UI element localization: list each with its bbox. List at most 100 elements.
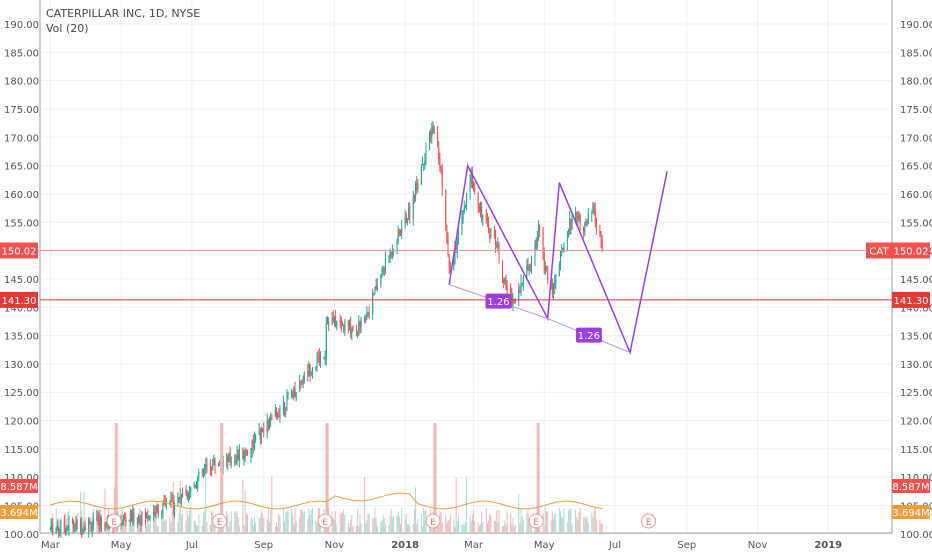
candle-body <box>466 193 468 207</box>
volume-bar <box>237 517 239 533</box>
volume-bar <box>591 512 593 533</box>
candle-body <box>396 241 398 252</box>
earnings-marker-icon <box>425 513 441 529</box>
volume-bar <box>498 509 500 533</box>
candle-body <box>60 521 62 531</box>
candle-body <box>198 471 200 478</box>
candle-body <box>569 218 571 235</box>
candle-body <box>528 267 530 271</box>
candle-body <box>479 208 481 211</box>
y-tick-label-left: 115.00 <box>4 445 39 456</box>
volume-bar <box>495 520 497 533</box>
candle-body <box>325 322 327 358</box>
candle-body <box>506 284 508 291</box>
volume-bar <box>148 524 150 533</box>
x-tick-label: Nov <box>325 540 345 550</box>
volume-bar <box>122 524 124 533</box>
volume-bar <box>592 517 594 533</box>
candle-body <box>391 252 393 255</box>
candle-body <box>441 170 443 189</box>
candle-body <box>563 242 565 253</box>
candle-body <box>238 450 240 460</box>
candle-body <box>357 332 359 336</box>
candle-body <box>75 520 77 528</box>
volume-bar <box>518 493 520 533</box>
candle-body <box>595 222 597 230</box>
ratio-label: 1.26 <box>487 297 509 308</box>
candle-body <box>259 431 261 440</box>
candle-body <box>400 233 402 235</box>
volume-bar <box>529 518 531 533</box>
candle-body <box>331 318 333 326</box>
volume-bar <box>568 510 570 533</box>
volume-bar <box>171 510 173 533</box>
candle-body <box>566 237 568 244</box>
volume-bar <box>408 523 410 533</box>
volume-bar <box>502 526 504 533</box>
volume-bar <box>161 518 163 533</box>
candle-body <box>350 324 352 335</box>
volume-bar <box>359 513 361 533</box>
volume-bar <box>530 521 532 533</box>
y-tick-label-left: 145.00 <box>4 275 39 286</box>
candle-body <box>440 169 442 171</box>
volume-bar <box>389 515 391 533</box>
candle-body <box>250 449 252 456</box>
candle-body <box>431 130 433 138</box>
candle-body <box>317 355 319 357</box>
candle-body <box>267 420 269 428</box>
candle-body <box>469 180 471 193</box>
y-tick-label-left: 185.00 <box>4 48 39 59</box>
volume-bar <box>496 510 498 533</box>
volume-bar <box>292 515 294 533</box>
candle-body <box>486 220 488 222</box>
volume-bar <box>218 524 220 533</box>
volume-bar <box>236 510 238 533</box>
candle-body <box>584 223 586 232</box>
candle-body <box>461 217 463 234</box>
candle-body <box>68 522 70 528</box>
candle-body <box>591 211 593 215</box>
volume-bar <box>244 489 246 533</box>
candle-body <box>463 206 465 212</box>
volume-bar <box>553 518 555 533</box>
y-tick-label-right: 135.00 <box>900 332 932 343</box>
candle-body <box>481 206 483 221</box>
candle-body <box>585 220 587 223</box>
candle-body <box>359 321 361 328</box>
candle-body <box>52 522 54 534</box>
candle-body <box>156 504 158 508</box>
volume-bar <box>469 516 471 533</box>
volume-bar <box>205 475 207 533</box>
volume-bar <box>381 520 383 533</box>
candle-body <box>554 282 556 288</box>
volume-bar <box>575 509 577 533</box>
volume-bar <box>49 518 51 533</box>
candle-body <box>98 517 100 529</box>
candle-body <box>234 460 236 463</box>
earnings-marker-icon <box>317 513 333 529</box>
candle-body <box>73 524 75 528</box>
volume-bar <box>415 487 417 533</box>
y-tick-label-right: 175.00 <box>900 105 932 116</box>
candle-body <box>284 402 286 410</box>
volume-badge-right <box>892 479 930 493</box>
pattern-line <box>448 163 668 356</box>
volume-bar <box>194 521 196 533</box>
candle-body <box>382 270 384 272</box>
x-tick-label: Jul <box>608 540 621 550</box>
candle-body <box>576 212 578 219</box>
volume-bar <box>170 522 172 533</box>
volume-bar <box>493 520 495 533</box>
volume-bar <box>384 523 386 533</box>
candle-body <box>180 497 182 501</box>
volume-bar <box>156 524 158 533</box>
volume-bar <box>169 516 171 533</box>
candle-body <box>372 291 374 315</box>
volume-bar <box>390 508 392 533</box>
volume-bar <box>204 508 206 533</box>
volume-bar <box>246 514 248 533</box>
candle-body <box>543 253 545 273</box>
